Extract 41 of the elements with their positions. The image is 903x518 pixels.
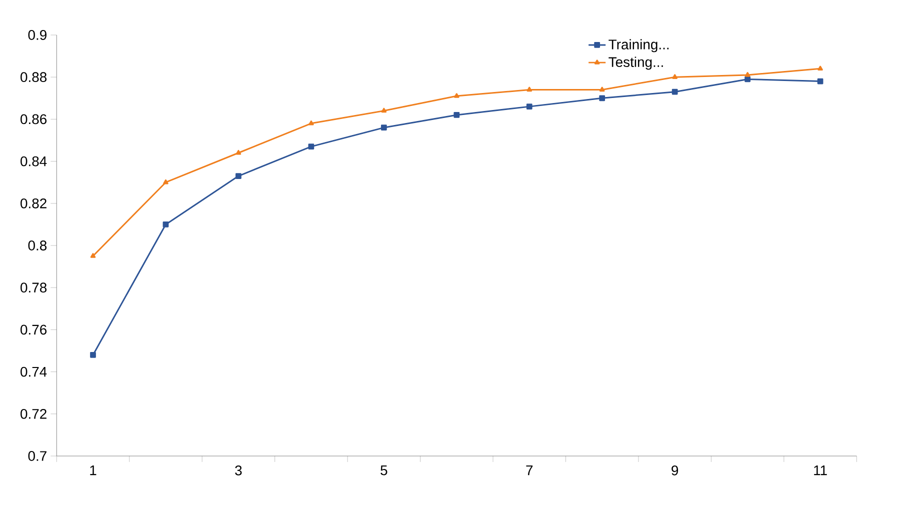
x-tick-label: 1 [90,466,96,476]
x-tick-label: 9 [672,465,678,476]
point [308,144,314,150]
point [163,179,168,184]
y-tick-label: 0.9 [28,30,46,40]
x-tick-label: 3 [235,465,242,476]
legend-label: Testing... [608,56,663,70]
y-tick-label: 0.72 [20,408,46,419]
point [90,253,96,258]
point [599,95,606,102]
point [526,86,532,92]
y-tick-label: 0.84 [20,156,47,166]
point [454,93,460,98]
point [817,78,824,84]
point [526,104,532,110]
point [236,173,242,179]
y-tick-label: 0.74 [20,366,47,377]
y-tick-label: 0.88 [20,72,47,82]
y-tick-label: 0.76 [20,324,47,335]
x-tick-label: 11 [814,466,827,476]
point [380,124,387,131]
y-tick-label: 0.7 [28,451,46,461]
legend-label: Training... [608,39,669,52]
point [744,76,750,82]
point [454,112,460,118]
point [236,150,242,155]
y-tick-label: 0.8 [28,240,47,250]
point [818,66,823,71]
point [308,120,314,126]
point [162,222,169,228]
point [599,86,605,92]
x-tick-label: 7 [526,466,533,476]
point [672,88,678,95]
y-tick-label: 0.82 [20,198,46,208]
y-tick-label: 0.86 [20,114,47,124]
point [90,352,96,358]
point [744,72,750,77]
point [381,108,387,113]
y-tick-label: 0.78 [20,282,47,293]
x-tick-label: 5 [380,466,388,476]
point [672,74,678,79]
